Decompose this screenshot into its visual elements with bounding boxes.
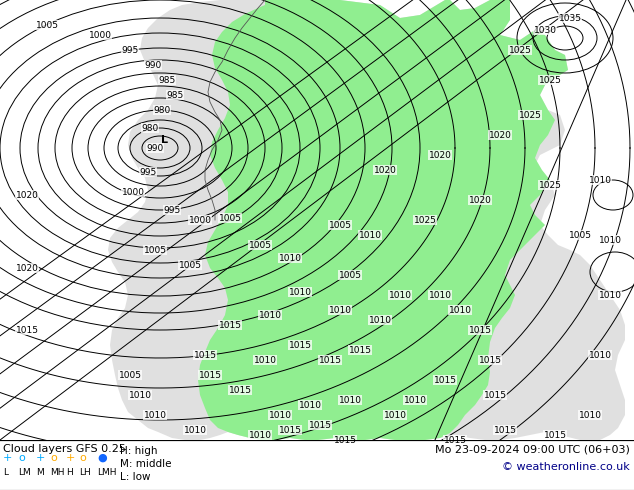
Text: 1015: 1015 [444, 436, 467, 444]
Text: 980: 980 [141, 123, 158, 132]
Text: 1005: 1005 [143, 245, 167, 254]
Text: 990: 990 [146, 144, 164, 152]
Text: 1025: 1025 [413, 216, 436, 224]
Text: 1010: 1010 [598, 291, 621, 299]
Text: 995: 995 [139, 168, 157, 176]
Text: 995: 995 [121, 46, 139, 54]
Text: 1010: 1010 [259, 311, 281, 319]
Text: M: middle: M: middle [120, 459, 172, 469]
Text: 1005: 1005 [339, 270, 361, 279]
Text: 1015: 1015 [193, 350, 216, 360]
Text: 1005: 1005 [249, 241, 271, 249]
Text: 1010: 1010 [288, 288, 311, 296]
Text: L: low: L: low [120, 472, 150, 482]
Text: 1010: 1010 [269, 411, 292, 419]
Text: 1015: 1015 [228, 386, 252, 394]
Text: 1015: 1015 [309, 420, 332, 430]
Text: 995: 995 [164, 205, 181, 215]
Text: 1020: 1020 [429, 150, 451, 160]
Text: 1025: 1025 [538, 75, 562, 84]
Text: 1015: 1015 [333, 436, 356, 444]
Text: 1025: 1025 [519, 111, 541, 120]
Text: 985: 985 [166, 91, 184, 99]
Text: 1005: 1005 [328, 220, 351, 229]
Text: 1015: 1015 [479, 356, 501, 365]
Text: Cloud layers GFS 0.25: Cloud layers GFS 0.25 [3, 444, 126, 454]
Text: 1015: 1015 [219, 320, 242, 329]
Text: 1015: 1015 [288, 341, 311, 349]
Text: 1000: 1000 [188, 216, 212, 224]
Text: L: L [162, 135, 169, 145]
Text: LM: LM [18, 467, 31, 476]
Text: 990: 990 [145, 60, 162, 70]
Text: 1020: 1020 [16, 264, 39, 272]
Text: 985: 985 [158, 75, 176, 84]
Text: 1005: 1005 [119, 370, 141, 379]
Text: 1015: 1015 [543, 431, 567, 440]
Text: 1015: 1015 [198, 370, 221, 379]
Text: 1010: 1010 [384, 411, 406, 419]
Text: 1010: 1010 [129, 391, 152, 399]
Text: +: + [3, 453, 13, 463]
Text: 1000: 1000 [122, 188, 145, 196]
Text: 1015: 1015 [434, 375, 456, 385]
Text: 1010: 1010 [389, 291, 411, 299]
Text: 1010: 1010 [403, 395, 427, 405]
Text: 1030: 1030 [533, 25, 557, 34]
Text: 1025: 1025 [538, 180, 562, 190]
Text: 1000: 1000 [89, 30, 112, 40]
Text: LH: LH [79, 467, 91, 476]
Polygon shape [108, 0, 625, 440]
Text: 1010: 1010 [278, 253, 302, 263]
Text: +: + [36, 453, 46, 463]
Text: © weatheronline.co.uk: © weatheronline.co.uk [502, 462, 630, 472]
Text: 1015: 1015 [484, 391, 507, 399]
Text: 1015: 1015 [469, 325, 491, 335]
Text: MH: MH [50, 467, 65, 476]
Text: M: M [36, 467, 44, 476]
Text: 1020: 1020 [16, 191, 39, 199]
Text: 1010: 1010 [143, 411, 167, 419]
Text: 1005: 1005 [569, 230, 592, 240]
Text: 1010: 1010 [578, 411, 602, 419]
Text: Mo 23-09-2024 09:00 UTC (06+03): Mo 23-09-2024 09:00 UTC (06+03) [435, 444, 630, 454]
Text: 1025: 1025 [508, 46, 531, 54]
Text: ●: ● [97, 453, 107, 463]
Text: 1010: 1010 [598, 236, 621, 245]
Text: 1015: 1015 [318, 356, 342, 365]
Text: L: L [3, 467, 8, 476]
Text: +: + [66, 453, 75, 463]
Text: o: o [18, 453, 25, 463]
Text: o: o [50, 453, 57, 463]
Text: 1010: 1010 [254, 356, 276, 365]
Text: 1010: 1010 [448, 305, 472, 315]
Text: 1010: 1010 [588, 350, 612, 360]
Text: 1005: 1005 [36, 21, 58, 29]
Text: LMH: LMH [97, 467, 117, 476]
Text: 1010: 1010 [588, 175, 612, 185]
Text: 1005: 1005 [219, 214, 242, 222]
Text: H: high: H: high [120, 446, 157, 456]
Text: 1020: 1020 [489, 130, 512, 140]
Text: 1010: 1010 [358, 230, 382, 240]
Text: 1010: 1010 [368, 316, 392, 324]
Text: H: H [66, 467, 73, 476]
Text: 1010: 1010 [249, 431, 271, 440]
Text: 1035: 1035 [559, 14, 581, 23]
Text: 980: 980 [153, 105, 171, 115]
Text: 1010: 1010 [339, 395, 361, 405]
Text: 1020: 1020 [373, 166, 396, 174]
Text: 1010: 1010 [299, 400, 321, 410]
Text: o: o [79, 453, 86, 463]
Text: 1015: 1015 [493, 425, 517, 435]
Text: 1005: 1005 [179, 261, 202, 270]
Text: 1020: 1020 [469, 196, 491, 204]
Text: 1015: 1015 [349, 345, 372, 354]
Text: 1010: 1010 [429, 291, 451, 299]
Text: 1015: 1015 [15, 325, 39, 335]
Text: 1010: 1010 [328, 305, 351, 315]
Polygon shape [198, 0, 568, 440]
Text: 1015: 1015 [278, 425, 302, 435]
Text: 1010: 1010 [183, 425, 207, 435]
